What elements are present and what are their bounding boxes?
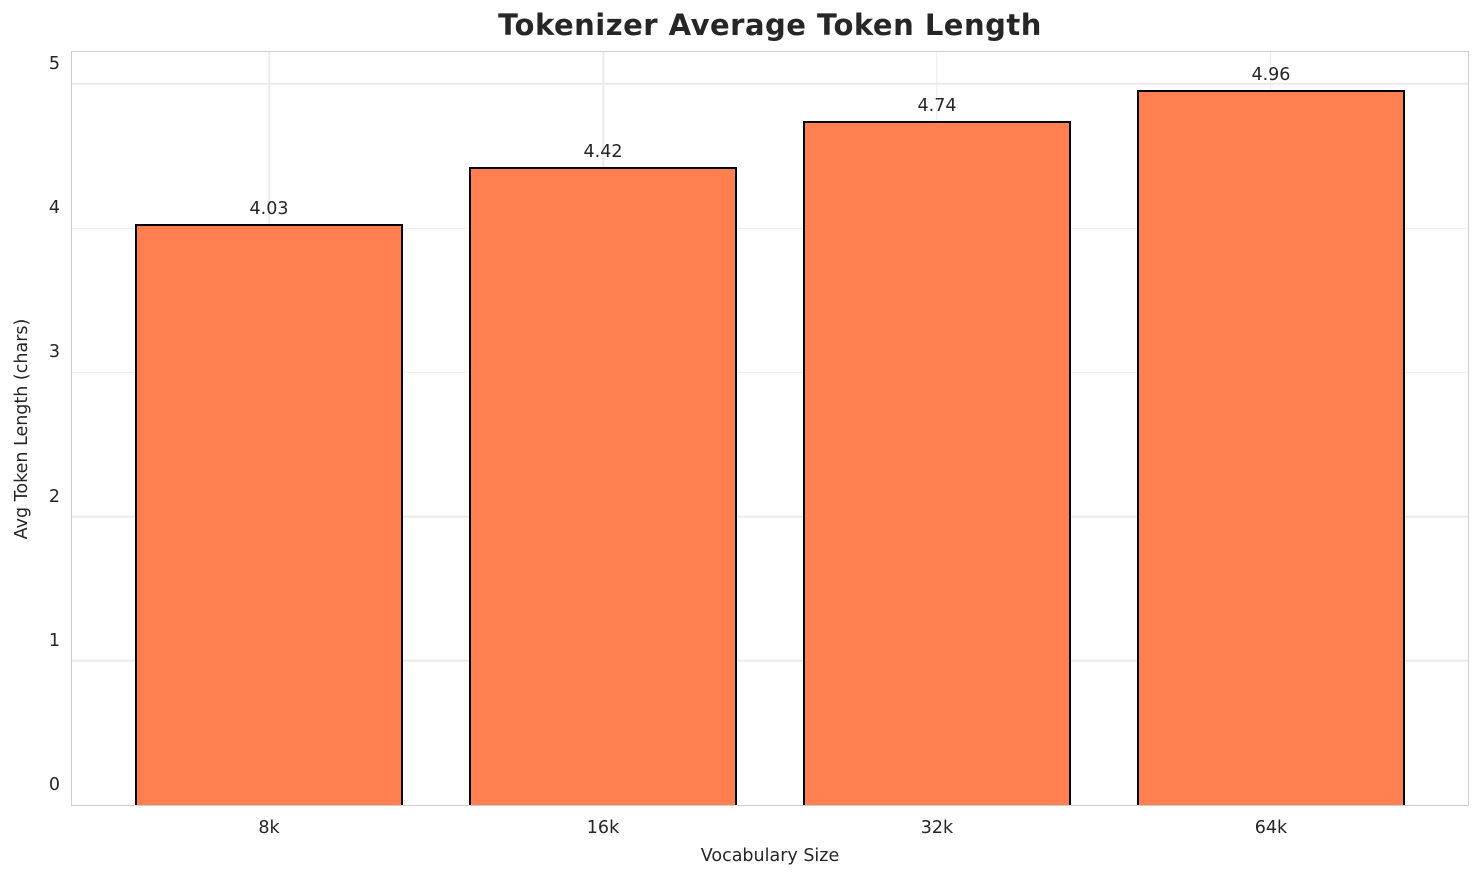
bar (469, 167, 737, 805)
bar (1137, 89, 1405, 805)
bar (803, 121, 1071, 805)
bar (135, 223, 403, 805)
x-tick-label: 16k (586, 818, 620, 838)
bar-value-label: 4.03 (249, 198, 289, 219)
x-tick-label: 64k (1254, 818, 1288, 838)
y-tick-label: 5 (48, 53, 60, 74)
y-gridline (72, 515, 1468, 518)
x-tick-label: 32k (920, 818, 954, 838)
bar-value-label: 4.42 (583, 142, 623, 163)
bar-value-label: 4.74 (917, 96, 957, 117)
bar-value-label: 4.96 (1251, 64, 1291, 85)
y-tick-label: 3 (48, 342, 60, 363)
y-tick-label: 1 (48, 630, 60, 651)
chart-title: Tokenizer Average Token Length (498, 8, 1042, 42)
plot-area: 0 1 2 3 4 5 4.03 8k 4.42 16k 4.74 32k 4.96 64k (49, 51, 1469, 838)
y-tick-label: 2 (48, 486, 60, 507)
y-tick-label: 4 (48, 198, 60, 218)
x-axis-label: Vocabulary Size (700, 846, 840, 866)
y-gridline (72, 227, 1468, 229)
y-axis-label: Avg Token Length (chars) (12, 318, 32, 540)
y-tick-label: 0 (48, 775, 60, 795)
y-gridline (72, 660, 1468, 662)
y-gridline (72, 83, 1468, 85)
x-tick-label: 8k (258, 818, 280, 838)
y-gridline (72, 371, 1468, 373)
